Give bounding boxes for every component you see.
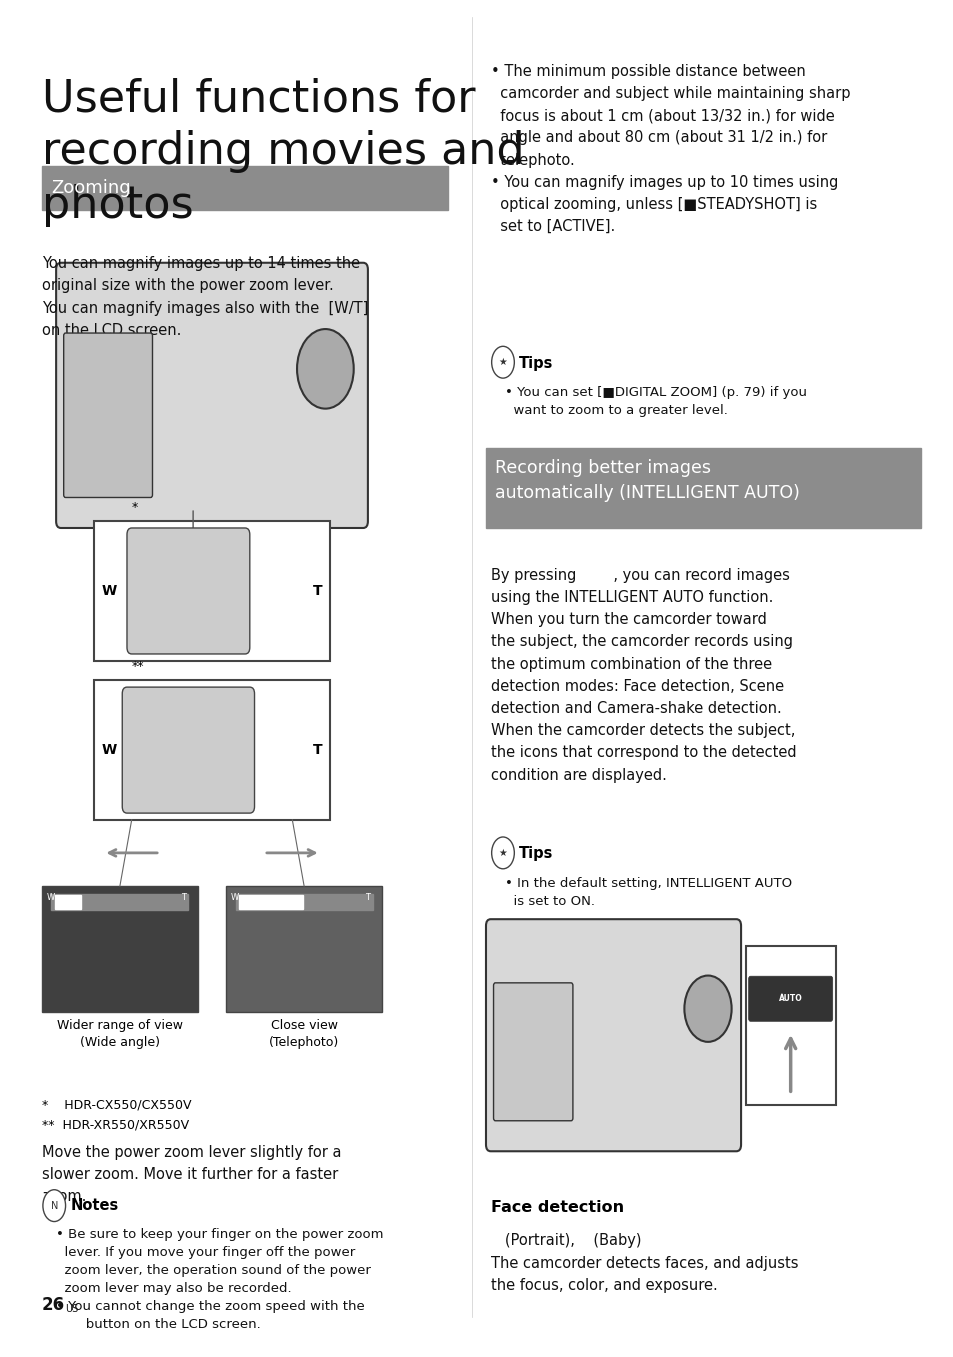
Text: • Be sure to keep your finger on the power zoom
  lever. If you move your finger: • Be sure to keep your finger on the pow… bbox=[56, 1228, 383, 1331]
Text: Notes: Notes bbox=[71, 1198, 118, 1213]
Text: ★: ★ bbox=[498, 848, 507, 858]
FancyBboxPatch shape bbox=[122, 687, 254, 813]
Text: (Portrait),    (Baby)
The camcorder detects faces, and adjusts
the focus, color,: (Portrait), (Baby) The camcorder detects… bbox=[490, 1234, 798, 1293]
Bar bbox=[55, 896, 81, 909]
Text: Move the power zoom lever slightly for a
slower zoom. Move it further for a fast: Move the power zoom lever slightly for a… bbox=[42, 1145, 341, 1204]
Text: W: W bbox=[47, 893, 55, 902]
Text: *: * bbox=[132, 501, 138, 514]
FancyBboxPatch shape bbox=[485, 919, 740, 1151]
Text: AUTO: AUTO bbox=[778, 995, 801, 1003]
Text: Tips: Tips bbox=[518, 847, 553, 862]
Text: Tips: Tips bbox=[518, 356, 553, 370]
Circle shape bbox=[296, 328, 354, 408]
Text: T: T bbox=[181, 893, 186, 902]
Text: W: W bbox=[101, 744, 116, 757]
Bar bbox=[42, 886, 197, 1012]
FancyBboxPatch shape bbox=[493, 982, 573, 1121]
Text: Wider range of view
(Wide angle): Wider range of view (Wide angle) bbox=[57, 1019, 183, 1049]
FancyBboxPatch shape bbox=[127, 528, 250, 654]
Text: W: W bbox=[101, 584, 116, 598]
Circle shape bbox=[491, 837, 514, 868]
FancyBboxPatch shape bbox=[64, 332, 152, 498]
FancyBboxPatch shape bbox=[56, 263, 368, 528]
Text: ★: ★ bbox=[498, 357, 507, 368]
Text: Face detection: Face detection bbox=[490, 1201, 623, 1216]
Text: Zooming: Zooming bbox=[51, 179, 131, 197]
Text: • The minimum possible distance between
  camcorder and subject while maintainin: • The minimum possible distance between … bbox=[490, 64, 849, 235]
Circle shape bbox=[491, 346, 514, 379]
Text: N: N bbox=[51, 1201, 58, 1210]
Text: Close view
(Telephoto): Close view (Telephoto) bbox=[269, 1019, 339, 1049]
Text: **: ** bbox=[132, 660, 144, 673]
Text: *    HDR-CX550/CX550V: * HDR-CX550/CX550V bbox=[42, 1098, 192, 1111]
FancyBboxPatch shape bbox=[748, 976, 832, 1022]
Text: T: T bbox=[365, 893, 370, 902]
Text: W: W bbox=[231, 893, 239, 902]
Text: Useful functions for
recording movies and
photos: Useful functions for recording movies an… bbox=[42, 77, 524, 227]
Circle shape bbox=[43, 1190, 66, 1221]
Bar bbox=[239, 896, 303, 909]
Text: T: T bbox=[313, 744, 322, 757]
Text: **  HDR-XR550/XR550V: ** HDR-XR550/XR550V bbox=[42, 1118, 189, 1132]
Text: Recording better images
automatically (INTELLIGENT AUTO): Recording better images automatically (I… bbox=[495, 459, 800, 502]
Text: • In the default setting, INTELLIGENT AUTO
  is set to ON.: • In the default setting, INTELLIGENT AU… bbox=[504, 877, 791, 908]
Bar bbox=[42, 166, 448, 210]
Text: i: i bbox=[780, 993, 781, 999]
Bar bbox=[745, 946, 835, 1105]
Bar bbox=[51, 894, 188, 911]
Bar bbox=[93, 680, 330, 820]
Bar bbox=[93, 521, 330, 661]
Bar bbox=[235, 894, 373, 911]
Bar bbox=[485, 448, 920, 528]
Bar bbox=[226, 886, 381, 1012]
Text: 26: 26 bbox=[42, 1296, 65, 1315]
Text: You can magnify images up to 14 times the
original size with the power zoom leve: You can magnify images up to 14 times th… bbox=[42, 256, 368, 338]
Text: • You can set [■DIGITAL ZOOM] (p. 79) if you
  want to zoom to a greater level.: • You can set [■DIGITAL ZOOM] (p. 79) if… bbox=[504, 387, 806, 417]
Text: By pressing        , you can record images
using the INTELLIGENT AUTO function.
: By pressing , you can record images usin… bbox=[490, 567, 796, 783]
Text: T: T bbox=[313, 584, 322, 598]
Text: US: US bbox=[66, 1304, 79, 1315]
Circle shape bbox=[683, 976, 731, 1042]
